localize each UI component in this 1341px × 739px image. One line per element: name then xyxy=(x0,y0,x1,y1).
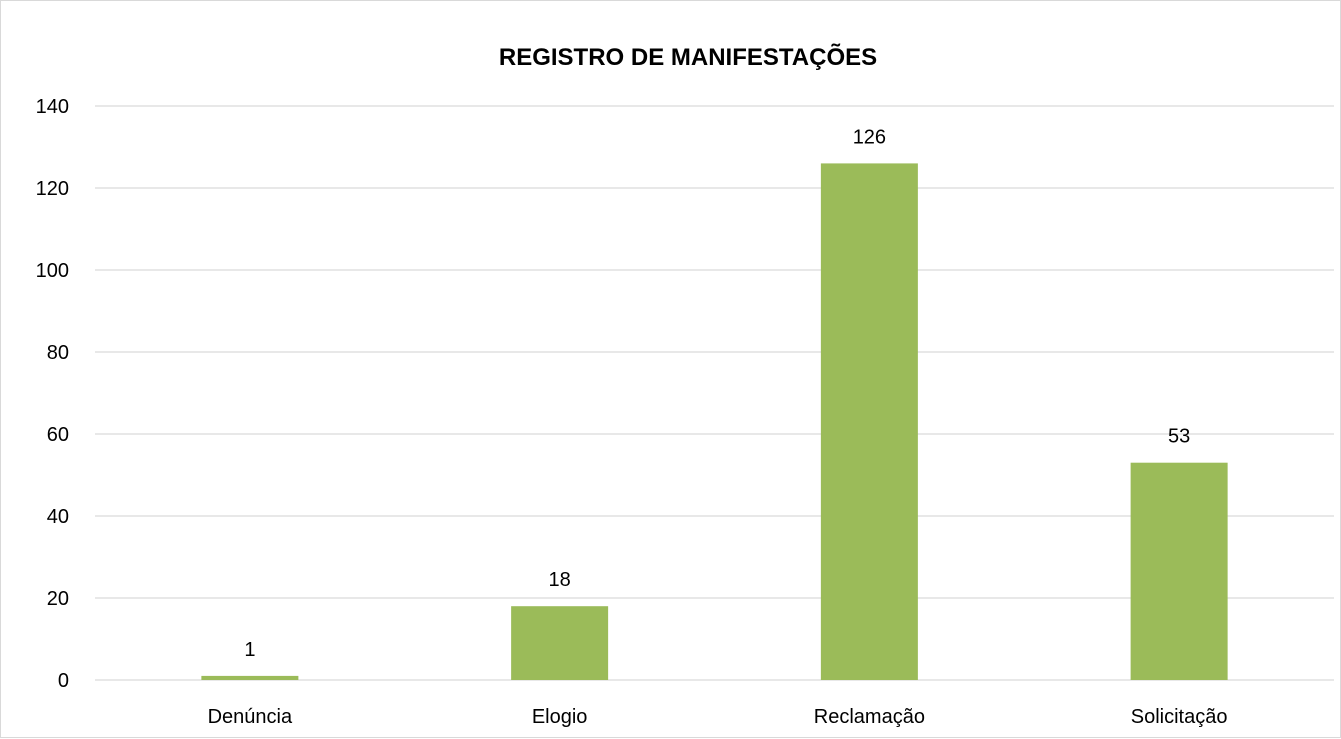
data-label: 53 xyxy=(1168,426,1190,448)
category-label: Elogio xyxy=(532,706,588,728)
bar-3 xyxy=(1130,462,1228,680)
y-tick-label: 140 xyxy=(36,96,69,118)
y-tick-label: 80 xyxy=(47,342,69,364)
bars xyxy=(201,163,1228,680)
bar-1 xyxy=(511,606,609,680)
y-axis-tick-labels: 0 20 40 60 80 100 120 140 xyxy=(36,96,69,692)
bar-2 xyxy=(820,163,918,680)
category-label: Reclamação xyxy=(814,706,925,728)
y-tick-label: 120 xyxy=(36,178,69,200)
data-label: 1 xyxy=(244,639,255,661)
category-label: Denúncia xyxy=(208,706,293,728)
data-labels: 1 18 126 53 xyxy=(244,126,1190,661)
chart-title: REGISTRO DE MANIFESTAÇÕES xyxy=(499,43,877,71)
x-axis-category-labels: Denúncia Elogio Reclamação Solicitação xyxy=(208,706,1228,728)
y-tick-label: 40 xyxy=(47,506,69,528)
category-label: Solicitação xyxy=(1131,706,1228,728)
y-tick-label: 60 xyxy=(47,424,69,446)
gridlines xyxy=(95,105,1334,681)
data-label: 18 xyxy=(549,569,571,591)
bar-0 xyxy=(201,675,299,680)
data-label: 126 xyxy=(853,126,886,148)
y-tick-label: 20 xyxy=(47,588,69,610)
y-tick-label: 100 xyxy=(36,260,69,282)
y-tick-label: 0 xyxy=(58,670,69,692)
